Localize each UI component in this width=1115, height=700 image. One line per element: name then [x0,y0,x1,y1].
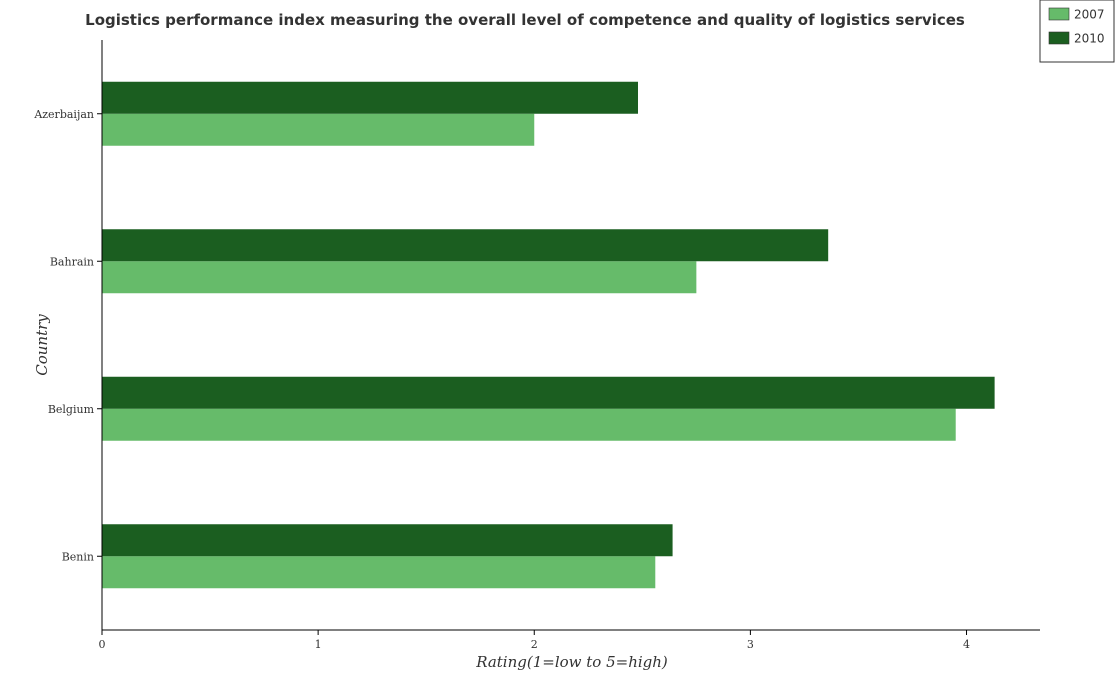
x-tick-label: 2 [531,638,538,651]
y-axis-title: Country [33,314,51,376]
legend-label-2010: 2010 [1074,32,1105,46]
bar-belgium-2010 [102,376,995,409]
x-axis-title: Rating(1=low to 5=high) [475,653,668,671]
y-tick-label: Benin [62,550,94,563]
y-tick-label: Belgium [48,403,95,416]
bar-bahrain-2010 [102,229,829,262]
x-tick-label: 4 [963,638,970,651]
y-tick-label: Azerbaijan [33,108,94,121]
bar-benin-2007 [102,556,656,589]
x-tick-label: 3 [747,638,754,651]
x-tick-label: 1 [315,638,322,651]
x-tick-label: 0 [99,638,106,651]
chart-title: Logistics performance index measuring th… [85,11,965,29]
axes-layer: 0 1 2 3 4 Azerbaijan Bahrain Belgium Benin [33,40,1040,651]
bar-belgium-2007 [102,408,956,441]
bar-azerbaijan-2007 [102,113,535,146]
legend: 2007 2010 [1039,0,1115,63]
bar-bahrain-2007 [102,261,697,294]
legend-label-2007: 2007 [1074,8,1105,22]
bar-azerbaijan-2010 [102,81,638,114]
y-tick-label: Bahrain [50,255,94,268]
legend-swatch-2007 [1048,7,1070,21]
legend-swatch-2010 [1048,31,1070,45]
bars-layer [102,81,995,589]
bar-benin-2010 [102,524,673,557]
